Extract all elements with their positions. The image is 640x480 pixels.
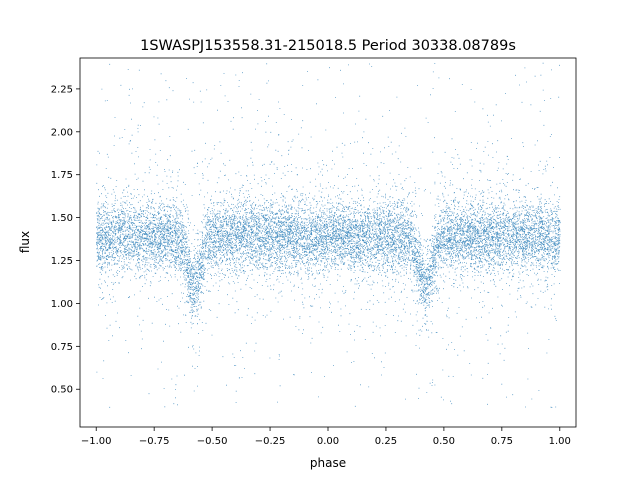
x-tick-label: −0.50 (197, 436, 228, 447)
x-tick-label: 0.00 (317, 436, 339, 447)
x-tick-label: 0.25 (375, 436, 397, 447)
x-axis: −1.00 −0.75 −0.50 −0.25 0.00 0.25 0.50 0.75 1.00 (81, 427, 571, 447)
x-axis-label: phase (310, 456, 346, 470)
y-axis-label: flux (18, 231, 32, 253)
y-tick-label: 1.25 (51, 256, 73, 267)
x-tick-label: −0.25 (255, 436, 286, 447)
y-tick-label: 0.75 (51, 342, 73, 353)
y-tick-label: 1.00 (51, 299, 73, 310)
flux-points (96, 62, 561, 408)
y-tick-label: 0.50 (51, 385, 73, 396)
x-tick-label: 0.50 (433, 436, 455, 447)
y-tick-label: 2.00 (51, 127, 73, 138)
x-tick-label: 1.00 (549, 436, 571, 447)
y-tick-label: 2.25 (51, 84, 73, 95)
scatter-points (96, 62, 561, 408)
x-tick-label: 0.75 (491, 436, 513, 447)
chart-title: 1SWASPJ153558.31-215018.5 Period 30338.0… (140, 38, 516, 54)
x-tick-label: −0.75 (139, 436, 170, 447)
y-tick-label: 1.75 (51, 170, 73, 181)
x-tick-label: −1.00 (81, 436, 112, 447)
y-axis: 0.50 0.75 1.00 1.25 1.50 1.75 2.00 2.25 (51, 84, 80, 396)
y-tick-label: 1.50 (51, 213, 73, 224)
